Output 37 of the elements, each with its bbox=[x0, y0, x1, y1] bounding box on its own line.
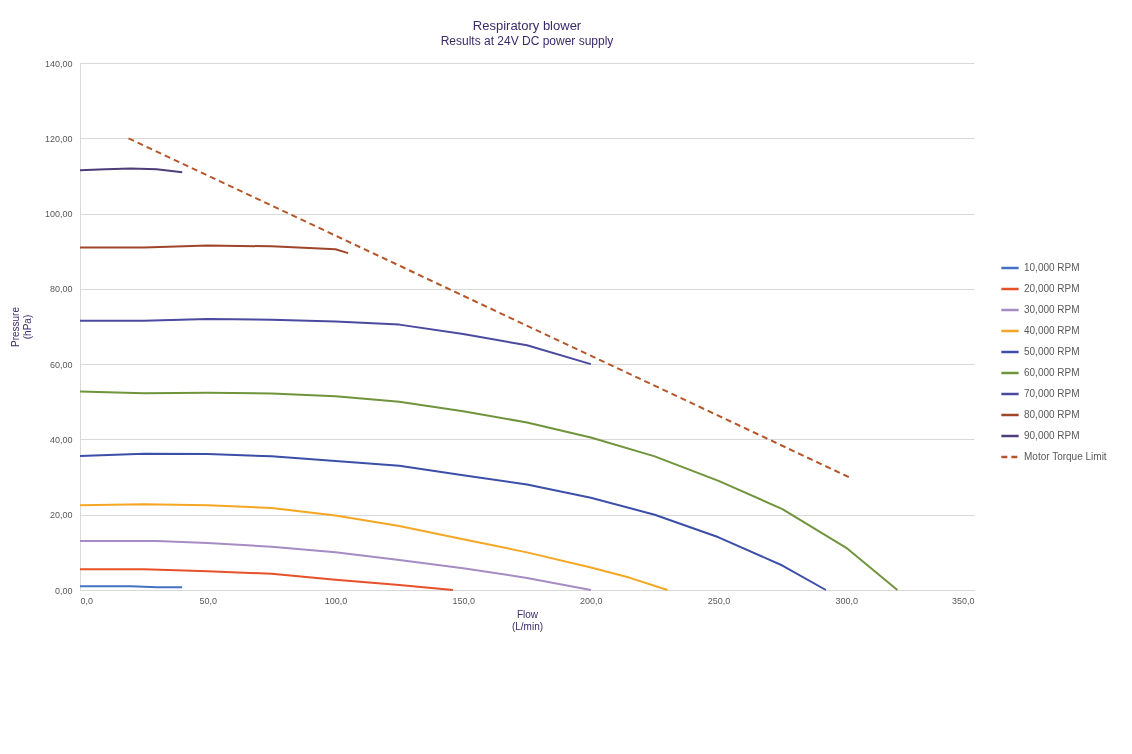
line-series bbox=[79, 503, 669, 591]
y-tick-label: 100,00 bbox=[44, 209, 73, 220]
legend-label: 70,000 RPM bbox=[1024, 388, 1080, 399]
y-tick-label: 0,00 bbox=[54, 585, 73, 596]
x-tick-label: 300,0 bbox=[835, 595, 859, 606]
y-tick-label: 60,00 bbox=[49, 359, 73, 370]
legend-label: Motor Torque Limit bbox=[1024, 451, 1107, 462]
x-tick-label: 150,0 bbox=[452, 595, 475, 606]
line-series bbox=[79, 244, 350, 255]
line-series bbox=[79, 452, 827, 591]
y-tick-label: 20,00 bbox=[49, 510, 73, 521]
legend-label: 10,000 RPM bbox=[1024, 262, 1080, 273]
y-tick-label: 120,00 bbox=[44, 133, 73, 144]
legend-label: 90,000 RPM bbox=[1024, 430, 1080, 441]
chart-subtitle: Results at 24V DC power supply bbox=[440, 34, 614, 48]
legend-label: 40,000 RPM bbox=[1024, 325, 1080, 336]
x-tick-label: 350,0 bbox=[951, 595, 975, 606]
x-tick-label: 0,0 bbox=[80, 595, 94, 606]
line-series bbox=[79, 568, 454, 591]
x-tick-label: 250,0 bbox=[707, 595, 731, 606]
line-series bbox=[79, 317, 592, 366]
legend-label: 60,000 RPM bbox=[1024, 367, 1080, 378]
x-tick-label: 50,0 bbox=[199, 595, 217, 606]
line-series bbox=[79, 540, 592, 591]
line-series bbox=[79, 390, 899, 591]
y-tick-label: 140,00 bbox=[44, 58, 73, 69]
legend-label: 30,000 RPM bbox=[1024, 304, 1080, 315]
legend-label: 20,000 RPM bbox=[1024, 283, 1080, 294]
y-tick-label: 80,00 bbox=[49, 284, 73, 295]
x-tick-label: 100,0 bbox=[324, 595, 348, 606]
x-axis-title: Flow (L/min) bbox=[511, 608, 544, 632]
legend-label: 50,000 RPM bbox=[1024, 346, 1080, 357]
legend-label: 80,000 RPM bbox=[1024, 409, 1080, 420]
y-axis-title: Pressure (hPa) bbox=[9, 306, 33, 348]
chart-title: Respiratory blower bbox=[472, 18, 582, 33]
y-tick-label: 40,00 bbox=[49, 434, 73, 445]
x-tick-label: 200,0 bbox=[580, 595, 603, 606]
